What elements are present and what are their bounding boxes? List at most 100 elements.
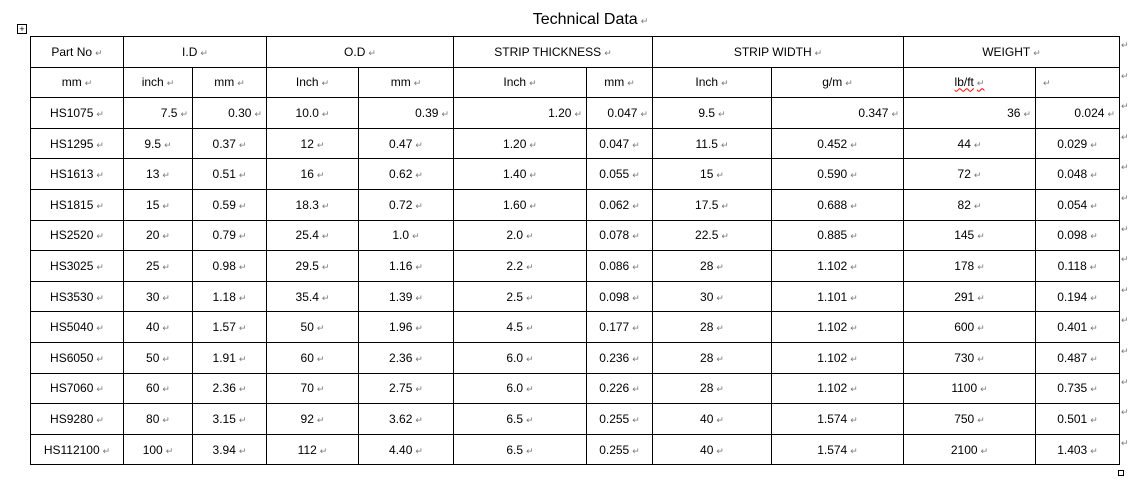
value-cell[interactable]: 1.101 <box>771 280 904 313</box>
value-cell[interactable]: 0.72 <box>358 188 454 221</box>
part-number-cell[interactable]: HS3025 <box>30 250 124 282</box>
part-number-cell[interactable]: HS1295 <box>30 127 124 160</box>
value-cell[interactable]: 0.194 <box>1035 280 1120 313</box>
value-cell[interactable]: 291 <box>903 280 1036 313</box>
value-cell[interactable]: 1.16 <box>358 250 454 282</box>
value-cell[interactable]: 1.60 <box>453 188 587 221</box>
value-cell[interactable]: 7.5 <box>123 97 193 129</box>
value-cell[interactable]: 0.735 <box>1035 372 1120 405</box>
value-cell[interactable]: 0.501 <box>1035 403 1120 435</box>
value-cell[interactable]: 28 <box>652 311 772 343</box>
value-cell[interactable]: 1.57 <box>192 311 267 343</box>
value-cell[interactable]: 2.75 <box>358 372 454 405</box>
part-number-cell[interactable]: HS7060 <box>30 372 124 405</box>
value-cell[interactable]: 750 <box>903 403 1036 435</box>
value-cell[interactable]: 0.048 <box>1035 158 1120 190</box>
value-cell[interactable]: 178 <box>903 250 1036 282</box>
value-cell[interactable]: 40 <box>123 311 193 343</box>
unit-cell[interactable]: inch <box>123 66 193 99</box>
value-cell[interactable]: 0.79 <box>192 219 267 252</box>
value-cell[interactable]: 50 <box>266 311 359 343</box>
value-cell[interactable]: 0.118 <box>1035 250 1120 282</box>
value-cell[interactable]: 0.401 <box>1035 311 1120 343</box>
value-cell[interactable]: 30 <box>652 280 772 313</box>
value-cell[interactable]: 1.96 <box>358 311 454 343</box>
value-cell[interactable]: 15 <box>652 158 772 190</box>
value-cell[interactable]: 0.51 <box>192 158 267 190</box>
value-cell[interactable]: 1.102 <box>771 372 904 405</box>
value-cell[interactable]: 0.487 <box>1035 341 1120 374</box>
value-cell[interactable]: 9.5 <box>123 127 193 160</box>
value-cell[interactable]: 600 <box>903 311 1036 343</box>
value-cell[interactable]: 12 <box>266 127 359 160</box>
value-cell[interactable]: 80 <box>123 403 193 435</box>
value-cell[interactable]: 6.5 <box>453 403 587 435</box>
unit-cell[interactable]: mm <box>358 66 454 99</box>
value-cell[interactable]: 100 <box>123 433 193 466</box>
value-cell[interactable]: 0.236 <box>586 341 653 374</box>
unit-cell[interactable]: mm <box>586 66 653 99</box>
value-cell[interactable]: 730 <box>903 341 1036 374</box>
value-cell[interactable]: 0.078 <box>586 219 653 252</box>
value-cell[interactable]: 0.37 <box>192 127 267 160</box>
value-cell[interactable]: 0.255 <box>586 433 653 466</box>
value-cell[interactable]: 15 <box>123 188 193 221</box>
value-cell[interactable]: 2.36 <box>358 341 454 374</box>
value-cell[interactable]: 28 <box>652 341 772 374</box>
part-number-cell[interactable]: HS112100 <box>30 433 124 466</box>
value-cell[interactable]: 145 <box>903 219 1036 252</box>
header-cell[interactable]: STRIP WIDTH <box>652 36 904 68</box>
table-move-handle-icon[interactable]: + <box>17 24 27 34</box>
value-cell[interactable]: 1.102 <box>771 341 904 374</box>
unit-cell[interactable]: mm <box>30 66 124 99</box>
header-cell[interactable]: STRIP THICKNESS <box>453 36 653 68</box>
value-cell[interactable]: 2100 <box>903 433 1036 466</box>
value-cell[interactable]: 0.098 <box>1035 219 1120 252</box>
value-cell[interactable]: 2.36 <box>192 372 267 405</box>
value-cell[interactable]: 72 <box>903 158 1036 190</box>
value-cell[interactable]: 44 <box>903 127 1036 160</box>
value-cell[interactable]: 28 <box>652 372 772 405</box>
part-number-cell[interactable]: HS1075 <box>30 97 124 129</box>
value-cell[interactable]: 22.5 <box>652 219 772 252</box>
value-cell[interactable]: 1.20 <box>453 127 587 160</box>
value-cell[interactable]: 0.029 <box>1035 127 1120 160</box>
value-cell[interactable]: 0.086 <box>586 250 653 282</box>
value-cell[interactable]: 25.4 <box>266 219 359 252</box>
value-cell[interactable]: 25 <box>123 250 193 282</box>
value-cell[interactable]: 1.574 <box>771 433 904 466</box>
value-cell[interactable]: 1.102 <box>771 250 904 282</box>
value-cell[interactable]: 0.39 <box>358 97 454 129</box>
value-cell[interactable]: 1.574 <box>771 403 904 435</box>
value-cell[interactable]: 36 <box>903 97 1036 129</box>
value-cell[interactable]: 4.40 <box>358 433 454 466</box>
value-cell[interactable]: 0.47 <box>358 127 454 160</box>
value-cell[interactable]: 0.62 <box>358 158 454 190</box>
unit-cell[interactable] <box>1035 66 1120 99</box>
unit-cell[interactable]: Inch <box>453 66 587 99</box>
part-number-cell[interactable]: HS2520 <box>30 219 124 252</box>
unit-cell[interactable]: g/m <box>771 66 904 99</box>
value-cell[interactable]: 70 <box>266 372 359 405</box>
value-cell[interactable]: 1.102 <box>771 311 904 343</box>
value-cell[interactable]: 1.91 <box>192 341 267 374</box>
value-cell[interactable]: 2.0 <box>453 219 587 252</box>
header-cell[interactable]: I.D <box>123 36 267 68</box>
value-cell[interactable]: 4.5 <box>453 311 587 343</box>
part-number-cell[interactable]: HS1815 <box>30 188 124 221</box>
value-cell[interactable]: 0.047 <box>586 127 653 160</box>
value-cell[interactable]: 0.98 <box>192 250 267 282</box>
value-cell[interactable]: 20 <box>123 219 193 252</box>
value-cell[interactable]: 40 <box>652 433 772 466</box>
value-cell[interactable]: 2.5 <box>453 280 587 313</box>
header-cell[interactable]: O.D <box>266 36 454 68</box>
part-number-cell[interactable]: HS6050 <box>30 341 124 374</box>
part-number-cell[interactable]: HS3530 <box>30 280 124 313</box>
value-cell[interactable]: 18.3 <box>266 188 359 221</box>
table-resize-handle-icon[interactable] <box>1118 470 1124 476</box>
unit-cell[interactable]: Inch <box>652 66 772 99</box>
value-cell[interactable]: 13 <box>123 158 193 190</box>
value-cell[interactable]: 0.590 <box>771 158 904 190</box>
value-cell[interactable]: 0.452 <box>771 127 904 160</box>
part-number-cell[interactable]: HS9280 <box>30 403 124 435</box>
